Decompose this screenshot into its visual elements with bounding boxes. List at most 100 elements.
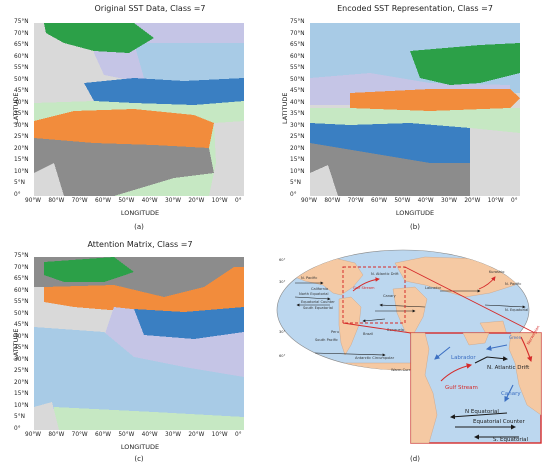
panel-c-title: Attention Matrix, Class =7 <box>87 240 193 249</box>
panel-c-xtick: 60°W <box>95 432 112 438</box>
panel-b-ytick: 5°N <box>290 180 301 187</box>
panel-a-xtick: 0° <box>235 198 242 204</box>
panel-a-ytick: 40°N <box>14 99 29 106</box>
region-gray <box>34 138 214 196</box>
panel-b-ylabel: LATITUDE <box>281 92 289 124</box>
panel-b-xtick: 30°W <box>441 198 458 204</box>
panel-c-xtick: 40°W <box>141 432 158 438</box>
svg-text:N. Equatorial: N. Equatorial <box>505 308 528 312</box>
panel-a-xlabel: LONGITUDE <box>120 209 160 217</box>
region-lightblue <box>34 327 244 430</box>
panel-b-xtick: 10°W <box>487 198 504 204</box>
svg-text:S. Equatorial: S. Equatorial <box>493 437 528 443</box>
panel-a-ytick: 50°N <box>14 76 29 83</box>
panel-c-xtick: 0° <box>235 432 242 438</box>
panel-c-ytick: 50°N <box>14 310 29 317</box>
panel-b-ytick: 10°N <box>290 168 305 175</box>
land-africa <box>209 121 244 196</box>
land-south-america <box>34 163 64 196</box>
panel-a-map <box>34 23 244 196</box>
panel-c-ytick: 0° <box>14 426 21 432</box>
svg-text:Labrador: Labrador <box>425 286 442 290</box>
panel-b-ytick: 0° <box>290 192 297 198</box>
panel-a-ytick: 70°N <box>14 30 29 37</box>
svg-text:Kuroshio: Kuroshio <box>489 270 504 274</box>
svg-text:Equatorial Counter: Equatorial Counter <box>473 419 525 425</box>
panel-b-xtick: 20°W <box>464 198 481 204</box>
svg-text:N. Atlantic Drift: N. Atlantic Drift <box>487 365 530 371</box>
panel-b-map <box>310 23 520 196</box>
panel-a-ytick: 25°N <box>14 134 29 141</box>
panel-a-xtick: 80°W <box>48 198 65 204</box>
svg-text:Peru: Peru <box>331 330 339 334</box>
panel-a-ytick: 45°N <box>14 88 29 95</box>
svg-text:California: California <box>311 287 328 291</box>
panel-c-ytick: 70°N <box>14 264 29 271</box>
panel-a-ytick: 15°N <box>14 157 29 164</box>
region-green <box>44 23 154 53</box>
panel-c-ytick: 65°N <box>14 276 29 283</box>
panel-a-xtick: 70°W <box>71 198 88 204</box>
panel-a-ytick: 75°N <box>14 19 29 25</box>
svg-text:North Equatorial: North Equatorial <box>299 292 329 296</box>
land-africa <box>470 128 520 196</box>
panel-c-ytick: 20°N <box>14 379 29 386</box>
svg-text:N. Atlantic Drift: N. Atlantic Drift <box>371 272 399 276</box>
svg-text:Canary: Canary <box>501 391 521 397</box>
panel-a-xtick: 20°W <box>188 198 205 204</box>
panel-b-ytick: 50°N <box>290 76 305 83</box>
svg-text:Antarctic Circumpolar: Antarctic Circumpolar <box>355 356 395 360</box>
panel-a-ytick: 10°N <box>14 168 29 175</box>
panel-a-ytick: 20°N <box>14 145 29 152</box>
land-south-america <box>310 165 338 196</box>
region-lightgreen <box>54 407 244 430</box>
panel-c-ytick: 30°N <box>14 356 29 363</box>
svg-text:N. Pacific: N. Pacific <box>301 276 317 280</box>
region-gray <box>310 143 470 196</box>
panel-c-xlabel: LONGITUDE <box>120 443 160 451</box>
svg-text:60°: 60° <box>279 258 286 262</box>
svg-text:Equatorial Counter: Equatorial Counter <box>301 300 335 304</box>
svg-text:South Pacific: South Pacific <box>315 338 338 342</box>
region-blue <box>134 307 244 339</box>
svg-text:60°: 60° <box>279 354 286 358</box>
panel-c-ytick: 75°N <box>14 253 29 259</box>
panel-b-xtick: 60°W <box>371 198 388 204</box>
svg-text:Labrador: Labrador <box>451 355 476 361</box>
panel-d-caption: (d) <box>410 455 420 463</box>
panel-b-ytick: 30°N <box>290 122 305 129</box>
panel-b-xtick: 80°W <box>324 198 341 204</box>
panel-c-xtick: 30°W <box>165 432 182 438</box>
panel-b-ytick: 70°N <box>290 30 305 37</box>
panel-a-ytick: 30°N <box>14 122 29 129</box>
panel-c-xtick: 80°W <box>48 432 65 438</box>
panel-b-ytick: 60°N <box>290 53 305 60</box>
panel-c-ytick: 40°N <box>14 333 29 340</box>
panel-b-xtick: 70°W <box>347 198 364 204</box>
panel-b-ytick: 40°N <box>290 99 305 106</box>
region-blue <box>84 78 244 105</box>
panel-b-ytick: 25°N <box>290 134 305 141</box>
panel-a-xtick: 30°W <box>165 198 182 204</box>
panel-b-ytick: 55°N <box>290 65 305 72</box>
panel-c-ytick: 60°N <box>14 287 29 294</box>
panel-a-ytick: 55°N <box>14 65 29 72</box>
region-green <box>410 43 520 85</box>
region-orange <box>350 89 520 111</box>
panel-b-caption: (b) <box>410 223 420 231</box>
region-lightgreen <box>310 108 520 133</box>
panel-b-ytick: 75°N <box>290 19 305 25</box>
panel-a-xtick: 50°W <box>118 198 135 204</box>
svg-text:South Equatorial: South Equatorial <box>303 306 333 310</box>
panel-c-xtick: 10°W <box>211 432 228 438</box>
svg-text:Gulf Stream: Gulf Stream <box>445 385 478 391</box>
panel-b-xtick: 0° <box>511 198 518 204</box>
region-orange <box>34 109 214 148</box>
svg-text:Gulf Stream: Gulf Stream <box>353 286 375 290</box>
svg-text:30°: 30° <box>279 280 286 284</box>
panel-c-xtick: 20°W <box>188 432 205 438</box>
panel-c-xtick: 50°W <box>118 432 135 438</box>
panel-c-xtick: 90°W <box>25 432 42 438</box>
panel-a-xtick: 90°W <box>25 198 42 204</box>
panel-a-xtick: 10°W <box>211 198 228 204</box>
